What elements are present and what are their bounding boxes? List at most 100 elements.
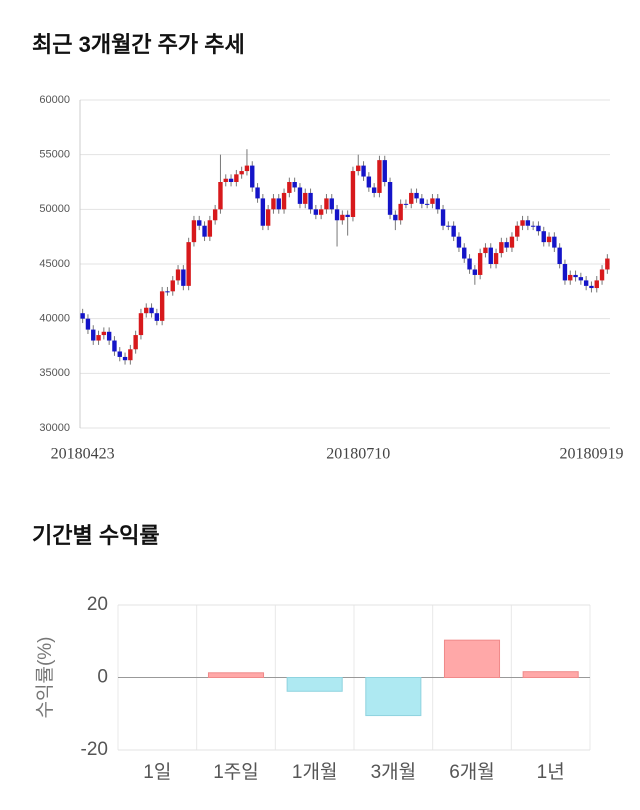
candle-body <box>345 214 350 217</box>
candle-body <box>80 313 85 319</box>
candle-body <box>419 198 425 204</box>
candle-body <box>377 160 382 193</box>
bar <box>207 672 265 678</box>
candle-body <box>605 258 610 270</box>
candle-body <box>578 277 584 281</box>
candle-body <box>387 182 393 215</box>
candle-body <box>122 356 128 361</box>
candle-body <box>340 214 345 221</box>
candle-body <box>202 225 207 237</box>
candle-body <box>366 176 372 188</box>
candle-body <box>197 220 202 226</box>
candle-body <box>552 236 557 248</box>
bar <box>365 677 422 717</box>
y-tick-label: 40000 <box>39 313 70 325</box>
candle-body <box>265 209 271 226</box>
candle-body <box>562 264 568 281</box>
candle-body <box>144 307 149 314</box>
candle-body <box>91 329 96 341</box>
candle-body <box>297 187 303 204</box>
chart-title: 최근 3개월간 주가 추세 <box>32 32 245 57</box>
y-axis-label: 수익률(%) <box>34 637 56 719</box>
candle-body <box>504 242 509 248</box>
candle-body <box>350 171 356 217</box>
candle-body <box>186 242 191 286</box>
candle-body <box>101 331 107 336</box>
candle-body <box>583 280 589 286</box>
candle-body <box>493 253 499 264</box>
candle-body <box>361 165 366 177</box>
candle-body <box>509 236 515 248</box>
y-tick-label: 45000 <box>39 258 70 270</box>
candle-body <box>541 231 546 243</box>
candle-body <box>329 198 334 210</box>
x-tick-label: 20180919 <box>559 446 623 463</box>
y-tick-label: 60000 <box>39 94 70 106</box>
candle-body <box>85 318 91 330</box>
x-tick-label: 1일 <box>143 761 171 783</box>
candle-body <box>239 171 244 175</box>
candle-body <box>223 178 228 182</box>
x-tick-label: 20180423 <box>51 446 115 463</box>
candle-body <box>128 349 133 361</box>
x-tick-label: 3개월 <box>371 761 417 783</box>
candle-body <box>568 274 573 281</box>
candle-body <box>117 351 122 357</box>
candle-body <box>589 285 594 289</box>
candle-body <box>303 192 308 204</box>
candle-body <box>409 192 414 204</box>
candle-body <box>546 236 552 243</box>
candle-body <box>446 225 451 227</box>
x-tick-label: 1개월 <box>292 761 338 783</box>
candle-body <box>281 192 287 210</box>
candle-body <box>499 242 504 254</box>
y-tick-label: -20 <box>81 739 108 760</box>
candle-body <box>292 182 297 188</box>
candle-body <box>430 198 435 204</box>
candle-body <box>467 258 472 270</box>
candle-body <box>318 209 324 215</box>
y-tick-label: 55000 <box>39 149 70 161</box>
candle-body <box>462 247 467 259</box>
candle-body <box>424 203 430 205</box>
candle-body <box>228 178 234 182</box>
x-tick-label: 20180710 <box>326 446 390 463</box>
candle-body <box>483 247 488 254</box>
candle-body <box>324 198 329 210</box>
y-tick-label: 35000 <box>39 367 70 379</box>
candle-body <box>149 307 154 314</box>
y-tick-label: 20 <box>87 594 108 615</box>
candle-body <box>440 209 446 226</box>
candle-body <box>382 160 387 182</box>
candle-body <box>181 269 186 286</box>
candle-body <box>403 203 409 205</box>
x-tick-label: 6개월 <box>449 761 495 783</box>
candle-body <box>414 192 419 199</box>
candle-body <box>308 192 313 210</box>
candle-body <box>244 165 250 172</box>
candle-body <box>334 209 340 221</box>
candle-body <box>159 291 165 321</box>
candle-body <box>599 269 605 281</box>
chart-title: 기간별 수익률 <box>32 523 160 548</box>
candle-body <box>398 203 403 221</box>
candle-body <box>472 269 478 275</box>
candle-body <box>106 331 112 341</box>
candle-body <box>356 165 361 172</box>
candle-body <box>133 335 138 350</box>
y-tick-label: 30000 <box>39 422 70 434</box>
candle-body <box>557 247 562 264</box>
x-tick-label: 1년 <box>537 761 565 783</box>
bar <box>443 639 501 678</box>
candle-body <box>207 220 213 237</box>
candle-body <box>536 225 541 232</box>
candle-body <box>313 209 319 215</box>
candle-body <box>520 220 525 226</box>
candle-body <box>488 247 493 264</box>
candle-body <box>250 165 255 188</box>
candle-body <box>477 253 483 275</box>
candle-body <box>271 198 276 210</box>
candle-body <box>451 225 456 237</box>
candle-body <box>393 214 398 221</box>
candle-body <box>112 340 117 352</box>
